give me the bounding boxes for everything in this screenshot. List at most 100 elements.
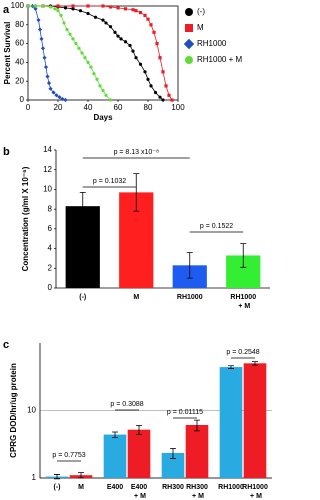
y-tick-label: 1 bbox=[32, 473, 37, 482]
data-point bbox=[161, 98, 165, 102]
y-tick-label: 0 bbox=[20, 95, 25, 104]
data-point bbox=[40, 46, 46, 51]
bar bbox=[127, 429, 151, 478]
data-point bbox=[71, 7, 75, 11]
legend-marker bbox=[183, 38, 195, 50]
x-tick-label: M bbox=[133, 294, 139, 301]
data-point bbox=[53, 7, 57, 11]
x-tick-label: (-) bbox=[54, 484, 61, 491]
data-point bbox=[78, 9, 83, 13]
data-point bbox=[92, 72, 96, 76]
data-point bbox=[108, 5, 113, 9]
data-point bbox=[86, 11, 90, 16]
error-bar bbox=[133, 173, 140, 212]
data-point bbox=[161, 70, 165, 74]
y-tick-label: 6 bbox=[48, 224, 53, 233]
legend-label: M bbox=[197, 23, 204, 32]
panel-label: c bbox=[3, 339, 9, 351]
data-point bbox=[101, 18, 105, 22]
x-tick-label: RH1000 bbox=[218, 484, 244, 491]
data-point bbox=[59, 13, 63, 17]
data-point bbox=[48, 5, 53, 9]
data-point bbox=[42, 55, 47, 60]
x-tick-label: E400 + M bbox=[131, 484, 147, 500]
legend-marker bbox=[185, 24, 193, 32]
data-point bbox=[119, 37, 123, 41]
annotation: p = 0.7753 bbox=[52, 452, 85, 459]
data-point bbox=[101, 4, 105, 8]
data-point bbox=[48, 86, 53, 91]
data-point bbox=[63, 97, 68, 103]
y-tick-label: 0 bbox=[48, 283, 53, 292]
error-bar bbox=[78, 472, 84, 479]
series-line bbox=[28, 5, 164, 101]
x-tick-label: 0 bbox=[26, 103, 31, 112]
y-tick-label: 10 bbox=[43, 185, 52, 194]
annotation: p = 8.13 x10⁻⁸ bbox=[114, 149, 159, 156]
legend-label: RH1000 bbox=[197, 39, 227, 48]
error-bar bbox=[240, 243, 247, 268]
y-tick-label: 100 bbox=[11, 1, 25, 10]
annotation: p = 0.2548 bbox=[226, 349, 259, 356]
data-point bbox=[57, 95, 62, 100]
panel-label: a bbox=[3, 4, 10, 16]
data-point bbox=[116, 6, 120, 10]
error-bar bbox=[136, 425, 142, 435]
legend-label: RH1000 + M bbox=[197, 55, 242, 64]
data-point bbox=[83, 56, 87, 60]
data-point bbox=[123, 7, 128, 11]
data-point bbox=[123, 40, 128, 44]
x-tick-label: RH1000 + M bbox=[230, 294, 256, 310]
error-bar bbox=[54, 474, 60, 480]
data-point bbox=[134, 56, 138, 60]
x-tick-label: 40 bbox=[84, 103, 93, 112]
bar bbox=[103, 434, 127, 478]
data-point bbox=[62, 21, 66, 25]
data-point bbox=[138, 62, 143, 66]
data-point bbox=[143, 13, 147, 17]
legend-marker bbox=[185, 8, 193, 16]
x-axis-label: Days bbox=[93, 113, 113, 122]
annotation: p = 0.1522 bbox=[200, 223, 233, 230]
annotation: p = 0.3088 bbox=[110, 401, 143, 408]
data-point bbox=[37, 27, 43, 32]
data-point bbox=[45, 74, 50, 79]
error-bar bbox=[170, 447, 176, 459]
x-tick-label: RH300 + M bbox=[186, 484, 208, 500]
data-point bbox=[26, 4, 30, 8]
data-point bbox=[146, 77, 150, 81]
y-tick-label: 14 bbox=[43, 145, 52, 154]
data-point bbox=[41, 4, 45, 8]
data-point bbox=[153, 90, 158, 95]
data-point bbox=[77, 46, 81, 50]
x-tick-label: RH1000 bbox=[177, 294, 203, 301]
x-tick-label: 20 bbox=[54, 103, 63, 112]
error-bar bbox=[79, 191, 86, 221]
data-point bbox=[89, 65, 93, 69]
x-tick-label: 80 bbox=[144, 103, 153, 112]
bar bbox=[243, 363, 267, 478]
data-point bbox=[54, 93, 59, 98]
data-point bbox=[98, 84, 102, 88]
x-tick-label: M bbox=[78, 484, 84, 491]
x-tick-label: 100 bbox=[171, 103, 185, 112]
data-point bbox=[131, 8, 135, 12]
error-bar bbox=[252, 361, 258, 366]
data-point bbox=[149, 84, 153, 88]
legend-marker bbox=[185, 56, 193, 64]
y-axis-label: CPRG DOD/hr/ug protein bbox=[9, 363, 18, 458]
y-tick-label: 8 bbox=[48, 204, 53, 213]
y-tick-label: 4 bbox=[48, 244, 53, 253]
y-tick-label: 10 bbox=[27, 406, 36, 415]
data-point bbox=[86, 4, 90, 8]
data-point bbox=[46, 81, 52, 86]
data-point bbox=[164, 84, 168, 88]
data-point bbox=[113, 30, 117, 34]
data-point bbox=[39, 36, 44, 41]
error-bar bbox=[194, 419, 200, 432]
bar bbox=[185, 424, 209, 478]
data-point bbox=[33, 4, 38, 8]
data-point bbox=[68, 32, 72, 36]
data-point bbox=[43, 65, 49, 70]
error-bar bbox=[112, 431, 118, 438]
